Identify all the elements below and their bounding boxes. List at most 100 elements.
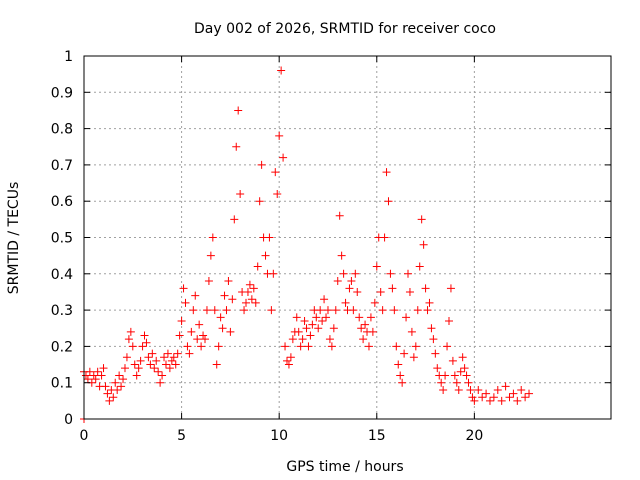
- data-point: [99, 364, 108, 373]
- y-tick-label: 0.2: [51, 339, 73, 355]
- data-point: [204, 277, 213, 286]
- data-point: [132, 371, 141, 380]
- y-tick-label: 0.1: [51, 376, 73, 392]
- chart-title: Day 002 of 2026, SRMTID for receiver coc…: [194, 21, 496, 37]
- data-point: [409, 353, 418, 362]
- data-point: [91, 375, 100, 384]
- data-point: [400, 349, 409, 358]
- y-tick-label: 0.5: [51, 231, 73, 247]
- data-point: [282, 356, 291, 365]
- data-point: [351, 269, 360, 278]
- data-point: [191, 291, 200, 300]
- data-point: [261, 251, 270, 260]
- data-point: [427, 324, 436, 333]
- data-point: [185, 349, 194, 358]
- data-point: [85, 367, 94, 376]
- data-point: [120, 364, 129, 373]
- data-point: [181, 298, 190, 307]
- data-point: [478, 393, 487, 402]
- data-point: [163, 349, 172, 358]
- x-tick-label: 10: [270, 428, 288, 444]
- data-point: [327, 342, 336, 351]
- data-point: [517, 385, 526, 394]
- y-axis-label: SRMTID / TECUs: [6, 182, 22, 295]
- data-point: [136, 356, 145, 365]
- data-point: [359, 335, 368, 344]
- data-point: [286, 353, 295, 362]
- data-point: [220, 291, 229, 300]
- data-point: [462, 371, 471, 380]
- data-point: [257, 160, 266, 169]
- data-point: [148, 349, 157, 358]
- y-tick-label: 0.8: [51, 122, 73, 138]
- data-point: [509, 389, 518, 398]
- data-point: [230, 215, 239, 224]
- data-point: [279, 153, 288, 162]
- data-point: [281, 342, 290, 351]
- data-point: [333, 277, 342, 286]
- data-point: [195, 320, 204, 329]
- data-point: [296, 342, 305, 351]
- data-point: [245, 280, 254, 289]
- data-point: [269, 269, 278, 278]
- data-point: [474, 385, 483, 394]
- data-point: [122, 353, 131, 362]
- data-point: [171, 360, 180, 369]
- data-point: [322, 313, 331, 322]
- y-tick-label: 0.3: [51, 303, 73, 319]
- data-point: [167, 356, 176, 365]
- data-point: [404, 269, 413, 278]
- data-point: [183, 342, 192, 351]
- data-point: [466, 385, 475, 394]
- data-point: [407, 327, 416, 336]
- data-point: [392, 342, 401, 351]
- data-point: [206, 251, 215, 260]
- data-point: [103, 389, 112, 398]
- data-point: [456, 367, 465, 376]
- data-point: [197, 342, 206, 351]
- data-point: [355, 313, 364, 322]
- data-point: [216, 313, 225, 322]
- data-point: [411, 342, 420, 351]
- data-point: [187, 327, 196, 336]
- data-point: [441, 371, 450, 380]
- data-point: [243, 287, 252, 296]
- data-point: [158, 371, 167, 380]
- data-point: [446, 284, 455, 293]
- data-point: [115, 371, 124, 380]
- data-point: [460, 364, 469, 373]
- data-point: [357, 324, 366, 333]
- data-point: [210, 306, 219, 315]
- data-point: [525, 389, 534, 398]
- data-point: [413, 306, 422, 315]
- data-point: [335, 211, 344, 220]
- data-point: [390, 306, 399, 315]
- data-point: [228, 295, 237, 304]
- data-point: [308, 320, 317, 329]
- data-point: [497, 396, 506, 405]
- data-point: [218, 324, 227, 333]
- data-point: [415, 262, 424, 271]
- data-point: [298, 335, 307, 344]
- data-point: [247, 295, 256, 304]
- data-point: [97, 371, 106, 380]
- data-point: [226, 327, 235, 336]
- data-point: [364, 342, 373, 351]
- data-point: [304, 342, 313, 351]
- data-point: [439, 385, 448, 394]
- data-point: [124, 335, 133, 344]
- data-point: [433, 364, 442, 373]
- data-point: [405, 287, 414, 296]
- data-point: [251, 298, 260, 307]
- data-point: [154, 367, 163, 376]
- data-point: [376, 287, 385, 296]
- data-point: [109, 393, 118, 402]
- data-point: [316, 306, 325, 315]
- data-point: [388, 284, 397, 293]
- data-point: [421, 284, 430, 293]
- data-point: [306, 331, 315, 340]
- data-point: [189, 306, 198, 315]
- data-point: [323, 306, 332, 315]
- data-point: [89, 371, 98, 380]
